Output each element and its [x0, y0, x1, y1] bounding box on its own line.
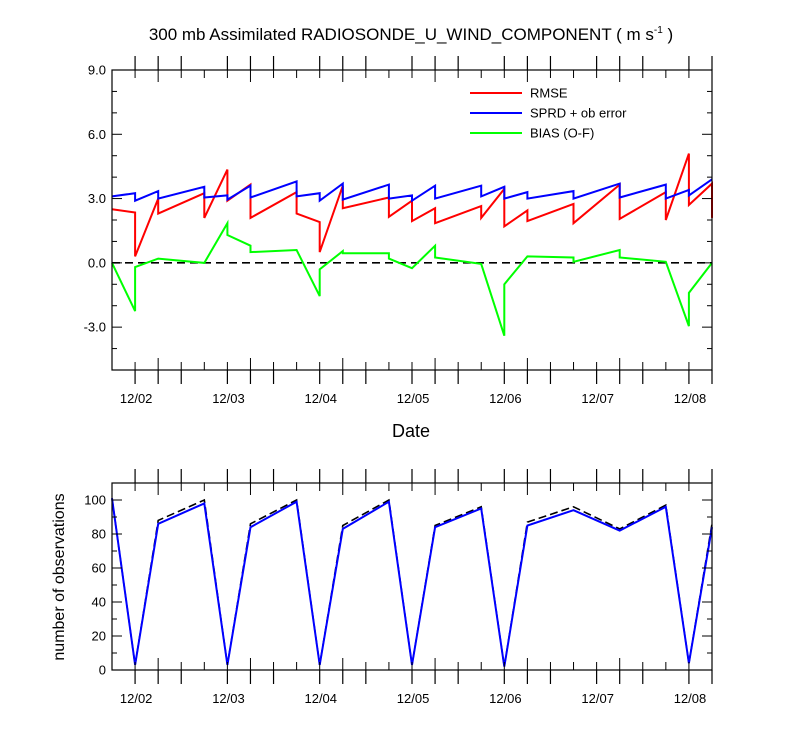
x-tick-label: 12/02	[120, 391, 153, 406]
x-tick-label: 12/02	[120, 691, 153, 706]
x-tick-label: 12/06	[489, 391, 522, 406]
legend-label-bias-o-f: BIAS (O-F)	[530, 126, 594, 141]
y-tick-label: 6.0	[88, 127, 106, 142]
x-tick-label: 12/07	[581, 391, 614, 406]
series-line-bias-o-f	[111, 219, 713, 337]
bottom-panel: 0 20 40 60 80 100 12/02 12/03 12/04 12/05 12/06 12/…	[51, 469, 713, 706]
legend-label-rmse: RMSE	[530, 86, 568, 101]
series-line-sprd-ob-error	[111, 178, 713, 203]
y-tick-label: 20	[92, 629, 106, 644]
x-tick-label: 12/05	[397, 691, 430, 706]
series-line-possible-observations	[111, 498, 713, 667]
x-tick-label: 12/03	[212, 691, 245, 706]
x-tick-label: 12/08	[674, 391, 707, 406]
bottom-series	[111, 498, 713, 667]
y-tick-label: 100	[84, 493, 106, 508]
title-superscript: -1	[654, 25, 663, 36]
series-line-rmse	[111, 153, 713, 257]
top-panel: -3.0 0.0 3.0 6.0 9.0 12/02 12/03 12/04 12/05 12/0…	[84, 56, 713, 441]
plot-frame	[111, 482, 713, 671]
chart-title: 300 mb Assimilated RADIOSONDE_U_WIND_COM…	[149, 25, 673, 44]
y-tick-label: 80	[92, 527, 106, 542]
legend: RMSE SPRD + ob error BIAS (O-F)	[470, 86, 627, 141]
series-line-assimilated-observations	[111, 498, 713, 667]
y-tick-label: 0	[99, 663, 106, 678]
title-suffix: )	[663, 25, 673, 44]
y-tick-label: -3.0	[84, 320, 106, 335]
x-axis-label: Date	[392, 421, 430, 441]
bottom-axes: 0 20 40 60 80 100 12/02 12/03 12/04 12/05 12/06 12/…	[84, 469, 713, 706]
y-tick-label: 60	[92, 561, 106, 576]
x-tick-label: 12/04	[304, 691, 337, 706]
y-tick-label: 40	[92, 595, 106, 610]
y-tick-label: 9.0	[88, 63, 106, 78]
y-axis-label: number of observations	[51, 493, 68, 660]
x-tick-label: 12/05	[397, 391, 430, 406]
legend-label-sprd-ob-error: SPRD + ob error	[530, 106, 627, 121]
x-tick-label: 12/08	[674, 691, 707, 706]
y-tick-label: 3.0	[88, 191, 106, 206]
x-tick-label: 12/04	[304, 391, 337, 406]
y-tick-label: 0.0	[88, 255, 106, 270]
x-tick-label: 12/03	[212, 391, 245, 406]
top-series	[111, 153, 713, 337]
x-tick-label: 12/06	[489, 691, 522, 706]
top-axes: -3.0 0.0 3.0 6.0 9.0 12/02 12/03 12/04 12/05 12/0…	[84, 56, 713, 406]
x-tick-label: 12/07	[581, 691, 614, 706]
